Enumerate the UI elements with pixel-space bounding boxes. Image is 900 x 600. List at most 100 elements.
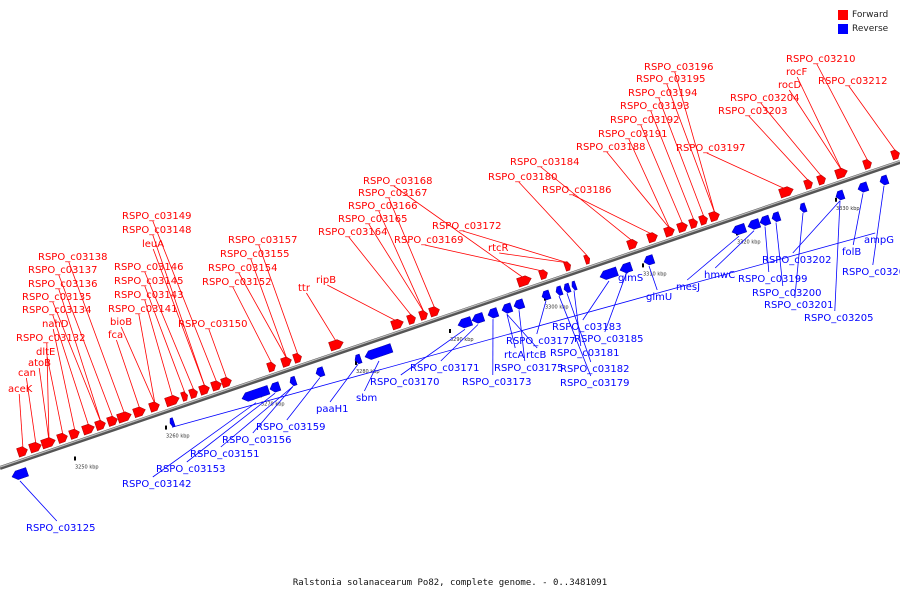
forward-gene-label: RSPO_c03141 [108,304,178,315]
gene-forward [40,437,56,450]
gene-reverse [364,343,394,360]
forward-gene-label: RSPO_c03143 [114,290,184,301]
gene-forward [390,318,404,331]
label-leader [506,314,516,349]
tick-mark [449,329,451,333]
gene-forward [94,419,106,431]
label-leader [46,356,64,436]
tick-label: 3260 kbp [166,434,190,440]
label-leader [572,194,654,236]
tick-mark [642,263,644,268]
gene-forward [563,261,571,272]
gene-forward [180,391,188,402]
gene-forward [81,423,95,436]
label-leader [816,63,869,162]
label-leader [220,386,294,448]
gene-forward [292,352,302,364]
gene-forward [220,377,232,389]
gene-reverse [555,285,564,296]
gene-reverse [513,298,526,310]
label-leader [38,367,50,441]
reverse-gene-label: RSPO_c03159 [256,422,326,433]
gene-forward [890,149,900,161]
label-leader [748,115,810,182]
gene-reverse [619,261,634,274]
forward-gene-label: RSPO_c03136 [28,279,98,290]
forward-gene-label: RSPO_c03148 [122,225,192,236]
gene-forward [106,415,118,427]
reverse-gene-label: RSPO_c03156 [222,435,292,446]
gene-reverse [11,467,29,480]
gene-forward [116,411,132,424]
forward-gene-label: RSPO_c03146 [114,262,184,273]
forward-gene-label: nahD [42,319,69,330]
label-leader [606,151,671,230]
gene-forward [280,356,292,368]
legend-reverse-label: Reverse [852,24,889,34]
reverse-gene-label: RSPO_c03175 [494,363,564,374]
forward-gene-label: RSPO_c03166 [348,201,418,212]
tick-label: 3330 kbp [836,206,860,212]
reverse-gene-label: RSPO_c03170 [370,377,440,388]
gene-forward [148,401,160,413]
forward-gene-label: ttr [298,283,311,294]
forward-gene-label: RSPO_c03204 [730,93,800,104]
label-leader [152,220,218,384]
reverse-gene-label: RSPO_c03125 [26,523,96,534]
label-leader [764,226,770,273]
forward-gene-label: RSPO_c03135 [22,292,92,303]
label-leader [518,310,526,362]
tick-mark [165,425,167,430]
label-leader [518,181,588,257]
gene-reverse [731,223,748,236]
tick-label: 3270 kbp [261,401,285,407]
gene-arrows [11,149,900,480]
forward-gene-label: RSPO_c03197 [676,143,746,154]
gene-forward [538,269,548,280]
reverse-gene-label: RSPO_c03205 [804,313,874,324]
reverse-gene-label: rtcA [504,350,525,361]
label-leader [775,222,784,287]
tick-label: 3300 kbp [545,305,569,311]
gene-forward [418,310,428,321]
gene-forward [68,428,80,440]
forward-gene-label: RSPO_c03137 [28,265,98,276]
gene-reverse [571,280,578,291]
reverse-gene-label: RSPO_c03199 [738,274,808,285]
forward-gene-label: RSPO_c03155 [220,249,290,260]
reverse-gene-label: paaH1 [316,404,349,415]
gene-reverse [457,316,474,329]
forward-gene-label: RSPO_c03164 [318,227,388,238]
reverse-gene-label: folB [842,247,861,258]
label-leader [368,223,425,313]
forward-gene-label: RSPO_c03196 [644,62,714,73]
forward-gene-label: RSPO_c03169 [394,235,464,246]
label-leader [144,285,186,394]
forward-gene-label: RSPO_c03154 [208,263,278,274]
reverse-gene-label: RSPO_c03142 [122,479,192,490]
forward-gene-label: RSPO_c03194 [628,88,698,99]
label-leader [650,110,695,221]
label-leaders [18,63,897,522]
label-leader [558,295,592,377]
label-leader [788,89,843,171]
gene-forward [862,159,872,170]
label-leader [116,339,141,410]
reverse-gene-label: ampG [864,235,894,246]
label-leader [286,377,321,421]
reverse-gene-label: RSPO_c03182 [560,364,630,375]
gene-reverse [599,266,619,280]
gene-forward [816,174,826,186]
reverse-gene-label: RSPO_c03209 [842,267,900,278]
gene-forward [164,395,180,408]
label-leader [52,314,90,427]
label-leader [582,280,610,321]
forward-gene-label: rocD [778,80,802,91]
gene-reverse [747,218,762,230]
label-leader [760,102,823,178]
label-leader [138,313,156,405]
gene-reverse [241,385,271,402]
reverse-gene-label: sbm [356,393,377,404]
